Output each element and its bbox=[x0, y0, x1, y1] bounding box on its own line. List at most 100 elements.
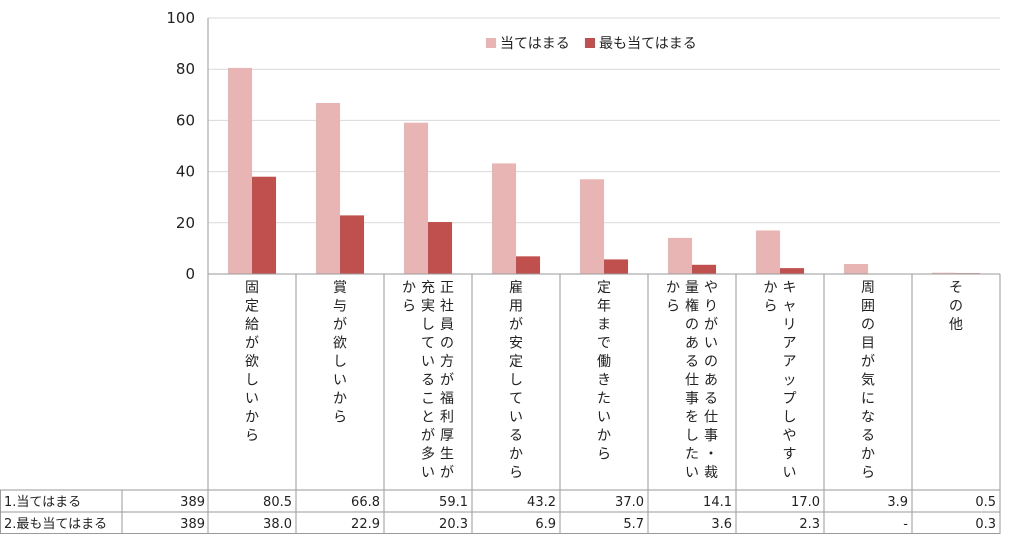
table-value-2-1: 38.0 bbox=[263, 517, 292, 532]
category-label-8: 目 bbox=[861, 336, 875, 352]
category-label-7: し bbox=[783, 410, 797, 426]
category-label-1: が bbox=[245, 336, 259, 352]
bar-1-6 bbox=[668, 237, 692, 274]
category-label-3: が bbox=[440, 465, 454, 481]
category-label-4: 雇 bbox=[509, 279, 523, 296]
category-label-6: が bbox=[704, 317, 718, 333]
category-label-6: 事 bbox=[704, 428, 718, 444]
legend: 当てはまる 最も当てはまる bbox=[486, 36, 697, 52]
category-label-9: 他 bbox=[949, 317, 963, 333]
table-row-label: 2.最も当てはまる bbox=[4, 517, 107, 532]
category-label-7: キ bbox=[783, 280, 797, 296]
bar-1-2 bbox=[316, 102, 340, 274]
category-label-1: か bbox=[245, 410, 259, 426]
category-label-2: 賞 bbox=[333, 280, 347, 296]
category-label-7: プ bbox=[783, 391, 797, 407]
category-label-3: い bbox=[421, 465, 435, 481]
y-tick-label: 40 bbox=[176, 163, 195, 181]
category-label-4: 安 bbox=[509, 336, 523, 352]
bar-2-2 bbox=[340, 215, 364, 274]
category-label-9: の bbox=[949, 299, 963, 315]
category-label-2: か bbox=[333, 391, 347, 407]
category-label-3: と bbox=[421, 410, 435, 426]
bar-1-1 bbox=[228, 67, 252, 274]
category-label-7: ッ bbox=[783, 373, 797, 389]
bar-1-3 bbox=[404, 122, 428, 274]
table-row-label: 1.当てはまる bbox=[4, 495, 81, 510]
category-label-1: い bbox=[245, 391, 259, 407]
category-label-7: か bbox=[764, 280, 778, 296]
category-label-8: か bbox=[861, 447, 875, 463]
bar-2-6 bbox=[692, 264, 716, 274]
category-label-2: し bbox=[333, 354, 347, 370]
table-value-2-5: 5.7 bbox=[623, 517, 644, 532]
category-labels: 固定給が欲しいから賞与が欲しいから正社員の方が福利厚生が充実していることが多いか… bbox=[245, 279, 963, 481]
legend-label: 最も当てはまる bbox=[599, 36, 697, 52]
category-label-4: が bbox=[509, 317, 523, 333]
category-label-6: 裁 bbox=[704, 465, 718, 481]
category-label-6: 権 bbox=[685, 298, 699, 315]
category-label-1: 定 bbox=[245, 299, 259, 315]
category-label-7: ア bbox=[783, 336, 797, 352]
category-label-4: て bbox=[509, 391, 523, 407]
table-value-1-8: 3.9 bbox=[887, 495, 908, 510]
category-label-7: や bbox=[783, 428, 797, 444]
category-label-3: し bbox=[421, 317, 435, 333]
table-value-1-3: 59.1 bbox=[439, 495, 468, 510]
y-tick-label: 100 bbox=[166, 9, 195, 27]
table-value-2-7: 2.3 bbox=[799, 517, 820, 532]
category-label-6: ・ bbox=[704, 447, 718, 463]
category-label-8: な bbox=[861, 410, 875, 426]
category-label-2: 与 bbox=[333, 299, 347, 315]
bars bbox=[228, 67, 980, 274]
bar-2-5 bbox=[604, 259, 628, 274]
bar-1-8 bbox=[844, 264, 868, 274]
bar-2-7 bbox=[780, 268, 804, 274]
category-label-4: い bbox=[509, 410, 523, 426]
category-label-6: る bbox=[685, 354, 699, 370]
category-label-6: や bbox=[704, 280, 718, 296]
category-label-9: そ bbox=[949, 280, 963, 296]
table-value-1-5: 37.0 bbox=[615, 495, 644, 510]
category-label-5: ら bbox=[597, 447, 611, 463]
bar-1-4 bbox=[492, 163, 516, 274]
category-label-8: の bbox=[861, 317, 875, 333]
category-label-8: が bbox=[861, 354, 875, 370]
category-label-5: き bbox=[597, 373, 611, 389]
data-table: 1.当てはまる 389 80.5 66.8 59.1 43.2 37.0 14.1 17.0 3.… bbox=[0, 274, 1001, 534]
category-label-4: 定 bbox=[509, 354, 523, 370]
category-label-4: か bbox=[509, 447, 523, 463]
category-label-3: 実 bbox=[421, 299, 435, 315]
category-label-5: い bbox=[597, 410, 611, 426]
category-label-5: た bbox=[597, 391, 611, 407]
category-label-3: 充 bbox=[421, 280, 435, 296]
category-label-6: い bbox=[685, 465, 699, 481]
category-label-6: ら bbox=[666, 299, 680, 315]
category-label-3: ら bbox=[402, 299, 416, 315]
category-label-1: ら bbox=[245, 428, 259, 444]
category-label-6: あ bbox=[685, 336, 699, 352]
table-n-value: 389 bbox=[180, 517, 205, 532]
category-label-4: る bbox=[509, 428, 523, 444]
category-label-2: が bbox=[333, 317, 347, 333]
table-value-2-4: 6.9 bbox=[535, 517, 556, 532]
category-label-2: い bbox=[333, 373, 347, 389]
category-label-5: で bbox=[597, 336, 611, 352]
category-label-3: 利 bbox=[440, 410, 454, 426]
bar-1-9 bbox=[932, 272, 956, 274]
category-label-8: ら bbox=[861, 465, 875, 481]
bar-1-5 bbox=[580, 179, 604, 274]
table-value-1-6: 14.1 bbox=[703, 495, 732, 510]
table-value-2-3: 20.3 bbox=[439, 517, 468, 532]
category-label-3: 社 bbox=[440, 299, 454, 315]
bar-1-7 bbox=[756, 230, 780, 274]
category-label-3: て bbox=[421, 336, 435, 352]
category-label-3: 多 bbox=[421, 446, 435, 463]
y-tick-label: 80 bbox=[176, 60, 195, 78]
category-label-8: に bbox=[861, 391, 875, 407]
table-value-1-2: 66.8 bbox=[351, 495, 380, 510]
category-label-6: 事 bbox=[685, 391, 699, 407]
category-label-4: ら bbox=[509, 465, 523, 481]
category-label-6: 量 bbox=[685, 280, 699, 296]
category-label-3: 生 bbox=[440, 447, 454, 463]
